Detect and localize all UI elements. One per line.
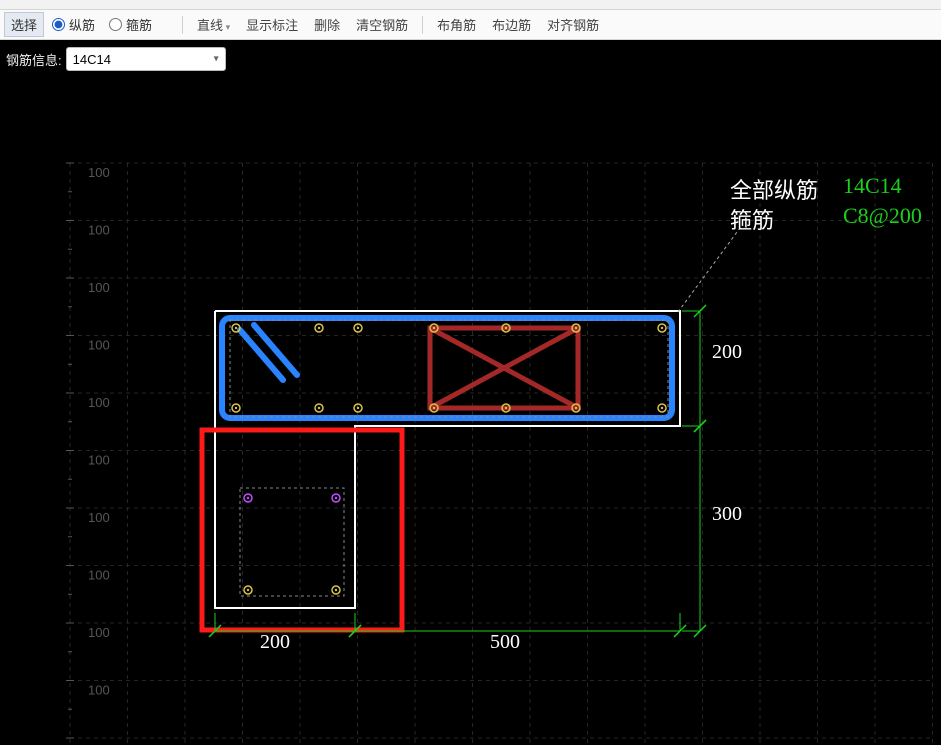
svg-text:300: 300 [712, 503, 742, 525]
menu-align-rebar[interactable]: 对齐钢筋 [539, 15, 607, 34]
legend-row1-value: 14C14 [843, 173, 902, 199]
rebar-info-value: 14C14 [73, 52, 111, 67]
rebar-info-bar: 钢筋信息: 14C14 ▾ [0, 40, 941, 78]
radio-stirrup-input[interactable] [109, 18, 122, 31]
svg-text:100: 100 [88, 280, 110, 295]
separator [422, 16, 423, 34]
radio-stirrup-label: 箍筋 [126, 15, 152, 34]
svg-text:100: 100 [88, 625, 110, 640]
legend-row1-label: 全部纵筋 [730, 173, 818, 205]
menu-side-rebar[interactable]: 布边筋 [484, 15, 539, 34]
svg-text:100: 100 [88, 568, 110, 583]
svg-text:100: 100 [88, 395, 110, 410]
svg-text:500: 500 [490, 631, 520, 653]
rebar-type-radio-group: 纵筋 箍筋 [52, 15, 166, 34]
svg-text:100: 100 [88, 510, 110, 525]
menu-clear-rebar[interactable]: 清空钢筋 [348, 15, 416, 34]
legend-row2-label: 箍筋 [730, 203, 774, 235]
rebar-info-label: 钢筋信息: [6, 50, 62, 69]
svg-text:100: 100 [88, 165, 110, 180]
svg-text:200: 200 [260, 631, 290, 653]
menu-delete[interactable]: 删除 [306, 15, 348, 34]
svg-text:200: 200 [712, 341, 742, 363]
radio-stirrup[interactable]: 箍筋 [109, 15, 152, 34]
radio-longitudinal[interactable]: 纵筋 [52, 15, 95, 34]
menu-corner-rebar[interactable]: 布角筋 [429, 15, 484, 34]
menu-line[interactable]: 直线 [189, 15, 238, 34]
svg-text:100: 100 [88, 223, 110, 238]
drawing-canvas[interactable]: 100 100 100 100 100 100 100 100 100 100 200 300 200 5… [0, 78, 941, 745]
separator [182, 16, 183, 34]
radio-longitudinal-input[interactable] [52, 18, 65, 31]
svg-text:100: 100 [88, 338, 110, 353]
chevron-down-icon: ▾ [214, 54, 219, 65]
window-title-strip [0, 0, 941, 10]
radio-longitudinal-label: 纵筋 [69, 15, 95, 34]
rebar-info-combo[interactable]: 14C14 ▾ [66, 47, 226, 71]
menu-show-annotation[interactable]: 显示标注 [238, 15, 306, 34]
select-button[interactable]: 选择 [4, 12, 44, 37]
svg-text:100: 100 [88, 683, 110, 698]
main-toolbar: 选择 纵筋 箍筋 直线 显示标注 删除 清空钢筋 布角筋 布边筋 对齐钢筋 [0, 10, 941, 40]
svg-text:100: 100 [88, 453, 110, 468]
legend-row2-value: C8@200 [843, 203, 922, 229]
